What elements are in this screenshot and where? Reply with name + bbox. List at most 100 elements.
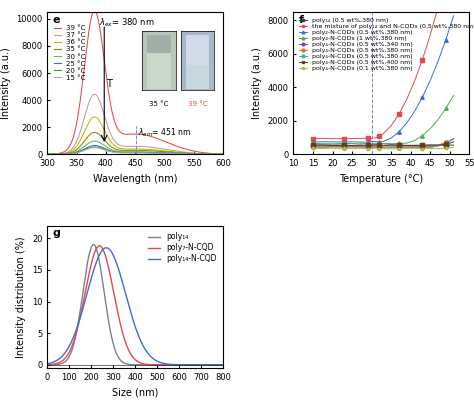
15 °C (106, 149, 112, 154)
37 °C (124, 144, 130, 149)
Text: f: f (299, 15, 304, 25)
36 °C (146, 147, 152, 152)
poly₁₄ (215, 362, 221, 367)
X-axis label: Size (nm): Size (nm) (112, 388, 158, 398)
35 °C (232, 152, 238, 157)
poly₁₄-N-CQD (126, 301, 131, 306)
Legend: 39 °C, 37 °C, 36 °C, 35 °C, 30 °C, 25 °C, 20 °C, 15 °C: 39 °C, 37 °C, 36 °C, 35 °C, 30 °C, 25 °C… (51, 22, 89, 84)
37 °C (232, 152, 238, 157)
20 °C (92, 144, 98, 149)
35 °C (42, 152, 47, 157)
35 °C (124, 148, 130, 153)
25 °C (74, 150, 80, 155)
poly₁₄-N-CQD (103, 245, 109, 250)
poly₁₄ (215, 362, 221, 367)
35 °C (92, 130, 98, 135)
36 °C (106, 136, 112, 141)
30 °C (92, 139, 98, 144)
Y-axis label: Intensity (a.u.): Intensity (a.u.) (1, 47, 11, 119)
Line: 37 °C: 37 °C (45, 94, 235, 154)
15 °C (42, 152, 47, 157)
poly₁₄-N-CQD (130, 317, 136, 322)
37 °C (42, 152, 47, 157)
37 °C (142, 144, 147, 149)
poly₁₄-N-CQD (215, 362, 221, 367)
25 °C (106, 148, 112, 153)
poly₇-N-CQD (126, 347, 131, 352)
39 °C (106, 92, 112, 96)
35 °C (146, 148, 152, 153)
37 °C (74, 139, 80, 144)
poly₁₄ (130, 362, 136, 367)
X-axis label: Wavelength (nm): Wavelength (nm) (93, 174, 178, 184)
poly₇-N-CQD (183, 362, 189, 367)
poly₁₄ (45, 362, 50, 367)
Line: 35 °C: 35 °C (45, 132, 235, 154)
15 °C (124, 150, 130, 155)
Line: poly₁₄: poly₁₄ (47, 244, 223, 365)
Y-axis label: Intensity distribution (%): Intensity distribution (%) (17, 236, 27, 358)
poly₇-N-CQD (220, 362, 226, 367)
Line: 36 °C: 36 °C (45, 117, 235, 154)
poly₇-N-CQD (215, 362, 221, 367)
Legend: poly₁₄, poly₇-N-CQD, poly₁₄-N-CQD: poly₁₄, poly₇-N-CQD, poly₁₄-N-CQD (145, 230, 219, 266)
poly₁₄-N-CQD (45, 361, 50, 366)
15 °C (92, 145, 98, 150)
30 °C (146, 150, 152, 154)
20 °C (42, 152, 47, 157)
poly₁₄-N-CQD (183, 362, 189, 367)
37 °C (67, 148, 73, 153)
37 °C (91, 92, 97, 97)
poly₁₄ (183, 362, 189, 367)
Y-axis label: Intensity (a.u.): Intensity (a.u.) (252, 47, 262, 119)
35 °C (74, 147, 80, 152)
36 °C (91, 114, 97, 119)
25 °C (42, 152, 47, 157)
39 °C (146, 133, 152, 138)
39 °C (67, 144, 73, 148)
37 °C (146, 144, 152, 149)
Text: g: g (53, 228, 61, 238)
25 °C (146, 150, 152, 155)
15 °C (146, 150, 152, 155)
Line: 30 °C: 30 °C (45, 141, 235, 154)
25 °C (142, 150, 147, 155)
30 °C (74, 149, 80, 154)
poly₁₄ (220, 362, 226, 367)
39 °C (142, 132, 147, 137)
25 °C (92, 143, 98, 148)
20 °C (142, 150, 147, 155)
36 °C (232, 152, 238, 157)
30 °C (124, 149, 130, 154)
15 °C (74, 150, 80, 155)
25 °C (124, 150, 130, 155)
36 °C (142, 147, 147, 152)
30 °C (67, 151, 73, 156)
Legend: poly₁₄ (0.5 wt%,380 nm), the mixture of poly₁₄ and N-CQDs (0.5 wt%,380 nm), poly: poly₁₄ (0.5 wt%,380 nm), the mixture of … (297, 15, 474, 74)
Text: $\lambda_{em}$= 451 nm: $\lambda_{em}$= 451 nm (138, 126, 191, 139)
30 °C (106, 146, 112, 151)
poly₁₄-N-CQD (220, 362, 226, 367)
Text: e: e (53, 15, 60, 25)
poly₇-N-CQD (97, 244, 102, 248)
36 °C (42, 152, 47, 157)
poly₁₄-N-CQD (54, 358, 59, 363)
Line: 15 °C: 15 °C (45, 148, 235, 154)
15 °C (232, 152, 238, 157)
15 °C (67, 152, 73, 156)
Line: 39 °C: 39 °C (45, 11, 235, 154)
36 °C (74, 144, 80, 149)
25 °C (67, 152, 73, 156)
20 °C (146, 150, 152, 155)
39 °C (74, 121, 80, 126)
30 °C (42, 152, 47, 157)
30 °C (142, 149, 147, 154)
39 °C (124, 132, 130, 137)
Line: poly₇-N-CQD: poly₇-N-CQD (47, 246, 223, 365)
35 °C (142, 148, 147, 153)
35 °C (67, 151, 73, 156)
39 °C (232, 152, 238, 157)
36 °C (67, 150, 73, 154)
poly₇-N-CQD (45, 362, 50, 367)
35 °C (106, 142, 112, 147)
